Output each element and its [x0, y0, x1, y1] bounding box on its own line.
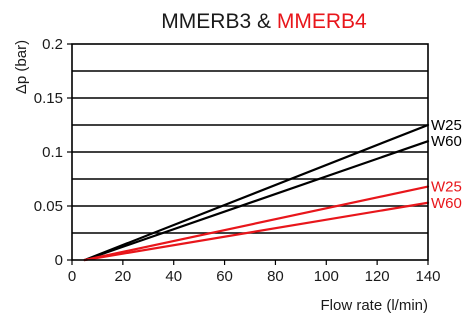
- x-tick-label-7: 140: [415, 268, 440, 285]
- y-tick-label-0: 0: [55, 252, 63, 269]
- chart-title-part-1: MMERB3 &: [161, 10, 277, 33]
- series-label-3: W60: [431, 195, 462, 212]
- gridlines: [72, 70, 428, 234]
- y-tick-label-1: 0.05: [34, 198, 63, 215]
- series-label-1: W60: [431, 133, 462, 150]
- series-line-2: [83, 185, 430, 262]
- x-tick-label-3: 60: [216, 268, 233, 285]
- x-tick-label-5: 100: [314, 268, 339, 285]
- series-line-1: [83, 140, 430, 262]
- x-tick-label-1: 20: [115, 268, 132, 285]
- series-label-0: W25: [431, 117, 462, 134]
- series-line-0: [83, 123, 430, 262]
- y-tick-label-4: 0.2: [42, 36, 63, 53]
- y-axis-ticks: 0 0.05 0.1 0.15 0.2: [34, 36, 72, 269]
- x-tick-label-4: 80: [267, 268, 284, 285]
- series-lines: [83, 123, 430, 262]
- x-tick-label-6: 120: [365, 268, 390, 285]
- x-axis-label: Flow rate (l/min): [320, 297, 428, 314]
- x-axis-ticks: 0 20 40 60 80 100 120 140: [68, 260, 441, 285]
- chart-title-part-2: MMERB4: [277, 10, 367, 33]
- x-tick-label-0: 0: [68, 268, 76, 285]
- chart-title: MMERB3 & MMERB4: [161, 10, 367, 33]
- series-label-2: W25: [431, 179, 462, 196]
- y-tick-label-2: 0.1: [42, 144, 63, 161]
- x-tick-label-2: 40: [165, 268, 182, 285]
- y-tick-label-3: 0.15: [34, 90, 63, 107]
- series-line-3: [83, 201, 430, 262]
- y-axis-label: Δp (bar): [13, 40, 30, 94]
